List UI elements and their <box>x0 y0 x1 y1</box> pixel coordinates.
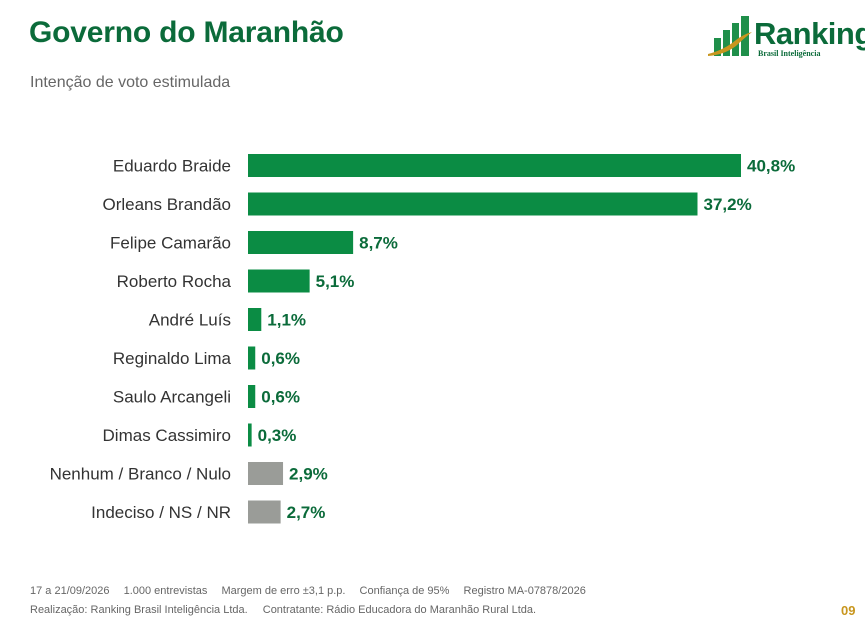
survey-info: 17 a 21/09/2026 1.000 entrevistas Margem… <box>30 585 597 597</box>
survey-confidence: Confiança de 95% <box>359 585 450 597</box>
logo-tagline: Brasil Inteligência <box>758 49 821 58</box>
vote-intention-chart: Eduardo Braide 40,8% Orleans Brandão 37,2% F… <box>50 154 795 524</box>
page-title: Governo do Maranhão <box>29 16 344 49</box>
bar <box>248 462 284 485</box>
category-label: Reginaldo Lima <box>113 349 232 368</box>
value-label: 1,1% <box>267 311 306 330</box>
value-label: 0,6% <box>261 349 300 368</box>
logo-name: Ranking <box>754 16 865 51</box>
survey-dates: 17 a 21/09/2026 <box>30 585 110 597</box>
bar <box>248 500 281 524</box>
category-label: Nenhum / Branco / Nulo <box>50 465 231 484</box>
category-label: Roberto Rocha <box>117 272 232 291</box>
value-label: 5,1% <box>316 272 355 291</box>
survey-sample: 1.000 entrevistas <box>123 585 208 597</box>
bar <box>248 231 354 254</box>
value-label: 8,7% <box>359 234 398 253</box>
value-label: 2,9% <box>289 465 328 484</box>
value-label: 40,8% <box>747 157 795 176</box>
bar <box>248 269 310 293</box>
survey-contractor: Contratante: Rádio Educadora do Maranhão… <box>262 604 537 616</box>
category-label: Saulo Arcangeli <box>113 388 231 407</box>
category-label: Eduardo Braide <box>113 157 231 176</box>
category-label: André Luís <box>149 311 231 330</box>
page-subtitle: Intenção de voto estimulada <box>30 74 231 91</box>
survey-credits: Realização: Ranking Brasil Inteligência … <box>30 604 548 616</box>
page-number: 09 <box>841 603 856 618</box>
value-label: 0,6% <box>261 388 300 407</box>
bar <box>248 192 698 216</box>
category-label: Indeciso / NS / NR <box>91 503 231 522</box>
ranking-logo: Ranking Brasil Inteligência <box>706 14 865 62</box>
category-label: Orleans Brandão <box>102 195 231 214</box>
survey-registration: Registro MA-07878/2026 <box>463 585 586 597</box>
survey-executor: Realização: Ranking Brasil Inteligência … <box>30 604 248 616</box>
logo-bars-icon <box>708 16 752 56</box>
value-label: 2,7% <box>287 503 326 522</box>
bar <box>248 385 256 408</box>
value-label: 0,3% <box>258 426 297 445</box>
value-label: 37,2% <box>704 195 752 214</box>
bar <box>248 346 256 370</box>
survey-margin: Margem de erro ±3,1 p.p. <box>221 585 346 597</box>
bar <box>248 423 252 447</box>
category-label: Dimas Cassimiro <box>103 426 231 445</box>
bar <box>248 154 741 177</box>
category-label: Felipe Camarão <box>110 234 231 253</box>
bar <box>248 308 262 331</box>
